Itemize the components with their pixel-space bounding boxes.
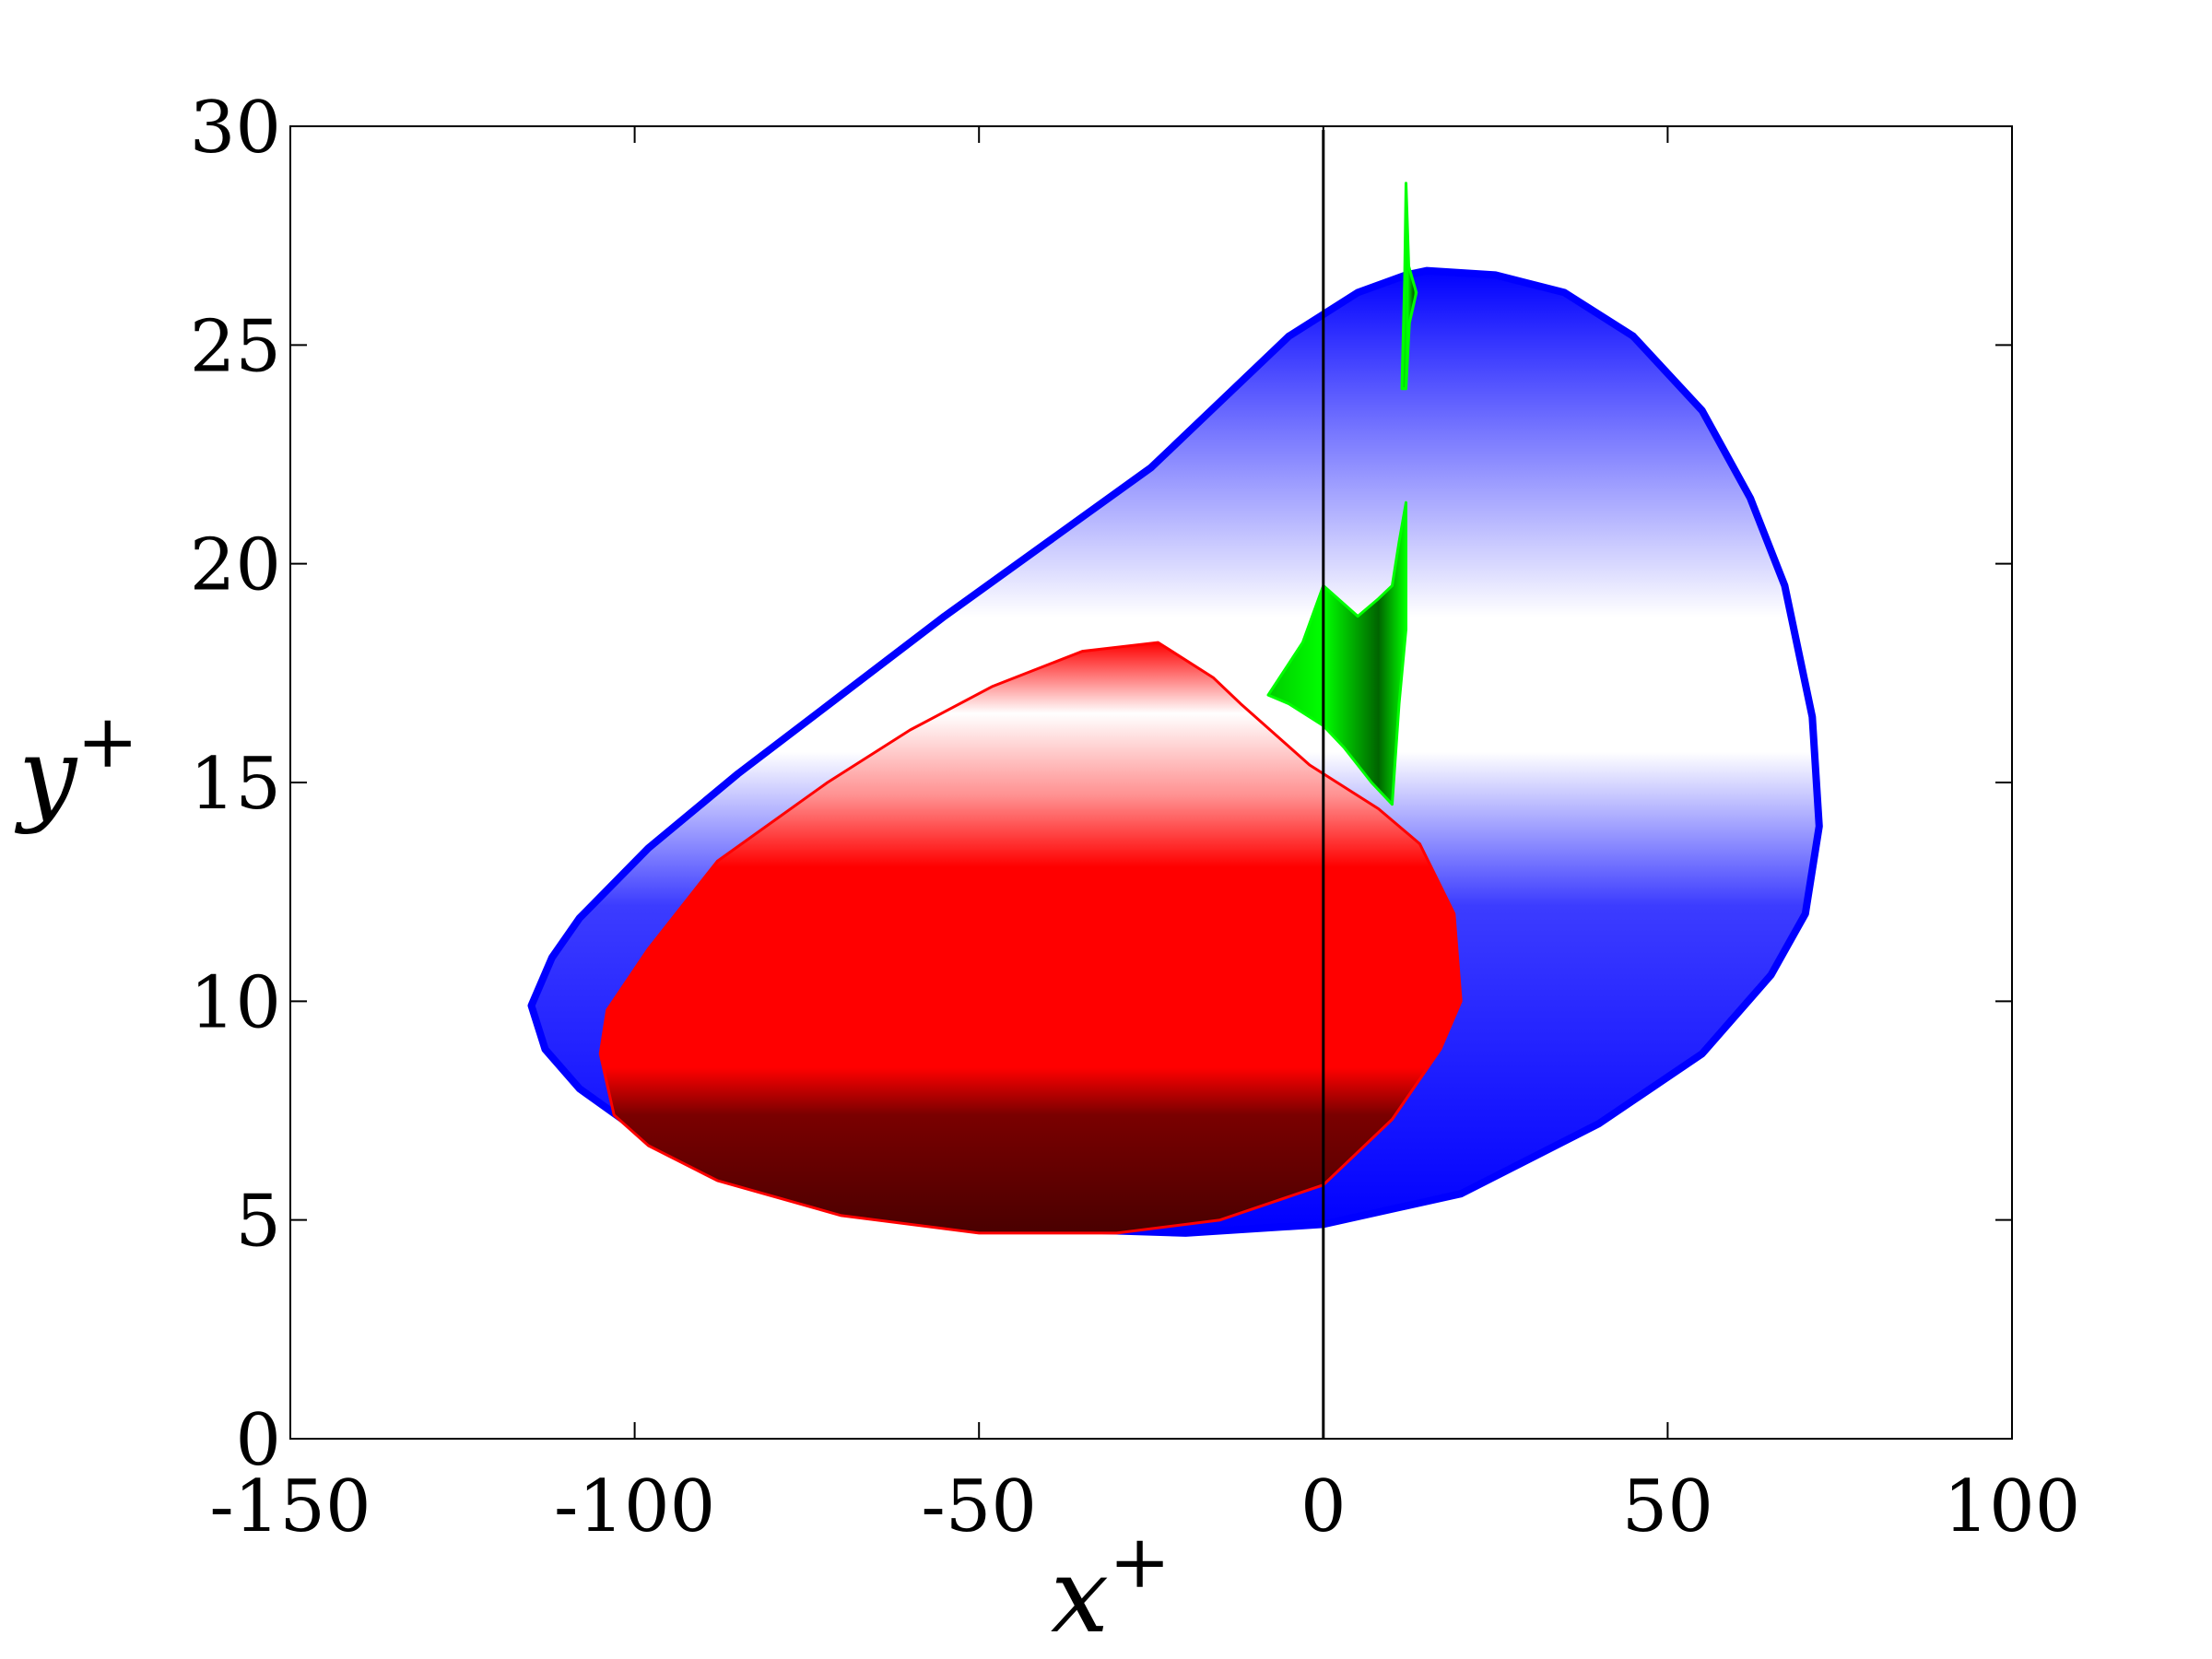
y-tick-label: 30 bbox=[190, 87, 281, 170]
y-axis-label-superscript: + bbox=[76, 699, 138, 784]
x-tick-label: 50 bbox=[1622, 1465, 1713, 1548]
plot-area bbox=[527, 182, 1823, 1237]
x-tick-label: 0 bbox=[1300, 1465, 1347, 1548]
x-tick-labels: -150 -100 -50 0 50 100 bbox=[209, 1465, 2080, 1548]
y-axis-label-main: y bbox=[14, 716, 78, 836]
y-tick-labels: 0 5 10 15 20 25 30 bbox=[190, 87, 281, 1482]
x-axis-label: x+ bbox=[1051, 1519, 1171, 1656]
region-red bbox=[598, 641, 1463, 1235]
x-tick-label: 100 bbox=[1944, 1465, 2081, 1548]
x-axis-label-main: x bbox=[1051, 1536, 1109, 1656]
x-ticks bbox=[289, 126, 2013, 1439]
region-green bbox=[1266, 500, 1407, 806]
y-tick-label: 25 bbox=[190, 305, 281, 388]
y-axis-label: y+ bbox=[14, 699, 138, 836]
region-green-spike bbox=[1400, 182, 1418, 391]
y-tick-label: 20 bbox=[190, 524, 281, 607]
y-tick-label: 0 bbox=[235, 1399, 281, 1482]
y-tick-label: 10 bbox=[190, 961, 281, 1044]
y-ticks bbox=[290, 125, 2012, 1440]
x-tick-label: -50 bbox=[921, 1465, 1037, 1548]
y-tick-label: 5 bbox=[235, 1181, 281, 1264]
x-tick-label: -150 bbox=[209, 1465, 371, 1548]
x-axis-label-superscript: + bbox=[1109, 1519, 1171, 1605]
x-tick-label: -100 bbox=[554, 1465, 715, 1548]
y-tick-label: 15 bbox=[190, 743, 281, 826]
